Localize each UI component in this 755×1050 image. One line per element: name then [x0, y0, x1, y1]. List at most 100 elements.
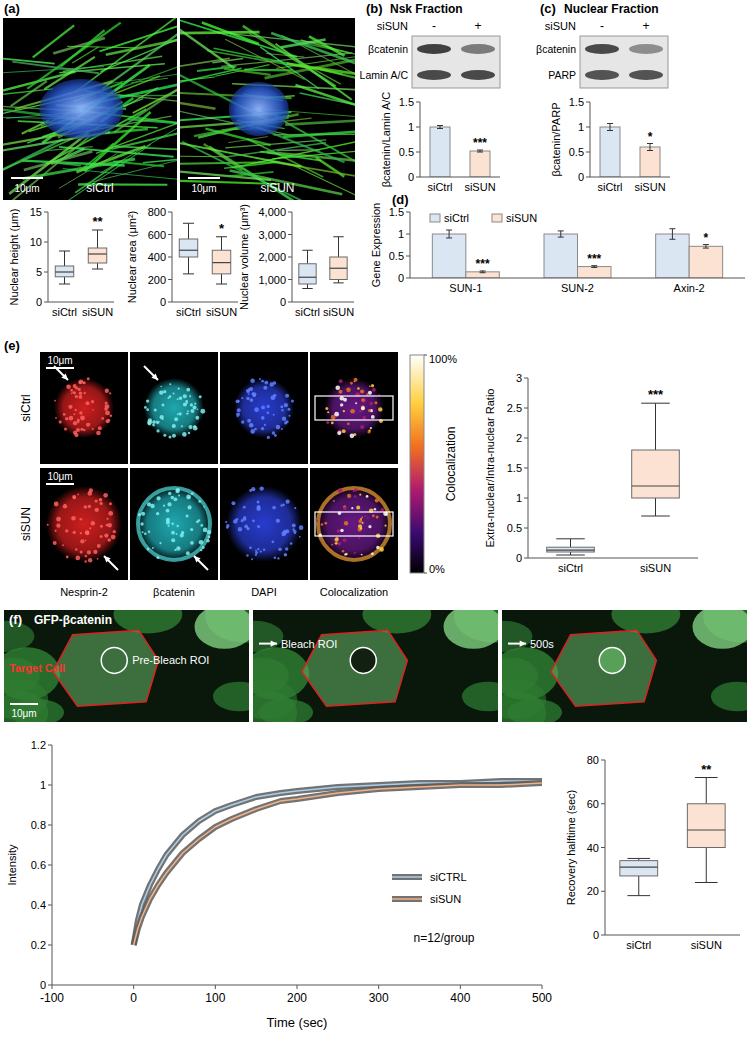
- speckle: [225, 521, 227, 523]
- y-tick-label: 0.2: [31, 939, 46, 951]
- x-tick: [215, 985, 216, 989]
- speckle: [236, 399, 240, 403]
- micrograph: [180, 18, 355, 200]
- y-tick: [601, 935, 605, 936]
- frame-label: 500s: [530, 638, 554, 650]
- speckle: [76, 556, 81, 561]
- speckle: [66, 384, 71, 389]
- speckle: [100, 525, 103, 528]
- legend-swatch: [430, 214, 440, 222]
- speckle: [56, 517, 61, 522]
- colorbar-label: 0%: [429, 563, 445, 575]
- x-tick-label: 0: [130, 991, 137, 1005]
- whisker-cap-high: [333, 236, 343, 237]
- speckle: [249, 546, 252, 549]
- cell: [195, 610, 250, 649]
- y-axis: [48, 212, 49, 302]
- speckle: [97, 544, 101, 548]
- speckle: [362, 398, 367, 403]
- y-tick-label: 20: [587, 885, 599, 897]
- speckle: [379, 547, 384, 552]
- blot-lane: +: [474, 19, 481, 33]
- speckle: [156, 496, 160, 500]
- y-tick-label: 0: [280, 296, 286, 308]
- speckle: [89, 527, 91, 529]
- speckle: [272, 506, 276, 510]
- arrow: [104, 556, 118, 570]
- speckle: [369, 385, 371, 387]
- speckle: [248, 393, 250, 395]
- speckle: [376, 515, 379, 518]
- speckle: [354, 378, 358, 382]
- speckle: [271, 395, 276, 400]
- speckle: [358, 527, 362, 531]
- speckle: [284, 421, 287, 424]
- bar: [578, 267, 612, 278]
- whisker-low: [188, 257, 189, 274]
- whisker-cap-low: [641, 516, 670, 517]
- arrow-head: [151, 373, 158, 380]
- plot-area: [299, 237, 347, 289]
- speckle: [160, 386, 162, 388]
- speckle: [360, 389, 364, 393]
- speckle: [71, 392, 73, 394]
- plot-area: [134, 781, 542, 945]
- speckle: [163, 434, 166, 437]
- speckle: [250, 398, 254, 402]
- micrograph: [220, 468, 308, 580]
- speckle: [366, 393, 368, 395]
- box: [55, 266, 73, 277]
- blot-band: [461, 44, 495, 54]
- speckle: [185, 400, 188, 403]
- whisker-cap-high: [183, 223, 194, 224]
- speckle: [176, 533, 178, 535]
- speckle: [152, 420, 156, 424]
- scale-bar: [188, 177, 220, 179]
- y-tick-label: 1: [40, 779, 46, 791]
- speckle: [241, 420, 244, 423]
- whisker-cap-high: [302, 250, 312, 251]
- x-tick-label: siCtrl: [626, 939, 651, 951]
- speckle: [337, 542, 341, 546]
- error-cap: [647, 150, 653, 151]
- speckle: [179, 412, 182, 415]
- speckle: [200, 409, 205, 414]
- speckle: [147, 420, 152, 425]
- speckle: [85, 401, 89, 405]
- significance: ***: [476, 257, 490, 271]
- speckle: [200, 524, 203, 527]
- y-axis: [590, 102, 591, 177]
- bar: [640, 147, 660, 177]
- scale-bar: [11, 177, 43, 179]
- speckle: [75, 395, 78, 398]
- speckle: [288, 415, 290, 417]
- speckle: [138, 513, 141, 516]
- error-cap: [477, 152, 483, 153]
- speckle: [259, 378, 261, 380]
- speckle: [190, 528, 193, 531]
- image-bg: [220, 352, 308, 464]
- x-tick-label: siSUN: [206, 306, 237, 318]
- actin-fiber: [124, 88, 158, 107]
- whisker-cap-low: [92, 269, 103, 270]
- speckle: [140, 522, 143, 525]
- actin-fiber: [9, 132, 89, 193]
- y-tick: [406, 278, 410, 279]
- speckle: [299, 536, 301, 538]
- image-bg: [220, 468, 308, 580]
- speckle: [171, 531, 175, 535]
- speckle: [186, 388, 190, 392]
- y-tick: [416, 177, 420, 178]
- whisker-cap-high: [216, 236, 227, 237]
- y-tick-label: 2: [516, 432, 522, 444]
- y-tick: [416, 152, 420, 153]
- speckle: [342, 429, 346, 433]
- speckle: [360, 527, 363, 530]
- speckle: [281, 428, 283, 430]
- speckle: [104, 533, 108, 537]
- speckle: [361, 516, 363, 518]
- speckle: [331, 544, 333, 546]
- arrow-head: [104, 556, 111, 563]
- speckle: [161, 404, 164, 407]
- speckle: [273, 414, 275, 416]
